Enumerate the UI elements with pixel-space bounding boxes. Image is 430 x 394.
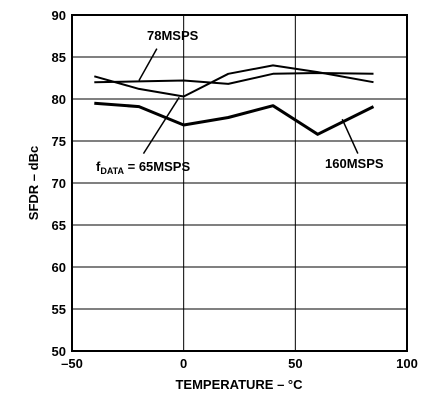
- annotation-leader-65msps: [142, 96, 180, 155]
- x-tick-label: 0: [180, 356, 187, 371]
- annotation-65msps-rest: = 65MSPS: [124, 159, 190, 174]
- annotation-160msps: 160MSPS: [325, 156, 384, 171]
- y-tick-label: 65: [52, 218, 66, 233]
- plot-frame: [71, 14, 408, 352]
- series-line-3: [94, 101, 375, 136]
- y-tick-label: 50: [52, 344, 66, 359]
- x-tick-label: 100: [396, 356, 418, 371]
- x-tick-labels: –50 0 50 100: [61, 356, 418, 371]
- y-axis-title: SFDR – dBc: [26, 146, 41, 220]
- y-tick-label: 70: [52, 176, 66, 191]
- data-series: [94, 64, 375, 136]
- annotation-leader-160msps: [341, 118, 359, 154]
- y-tick-labels: 50 55 60 65 70 75 80 85 90: [52, 8, 66, 359]
- y-tick-label: 55: [52, 302, 66, 317]
- annotation-65msps-subscript: DATA: [100, 166, 124, 176]
- y-tick-label: 75: [52, 134, 66, 149]
- annotation-leader-78msps: [138, 48, 158, 81]
- x-axis-title: TEMPERATURE – °C: [175, 377, 303, 392]
- annotation-78msps: 78MSPS: [147, 28, 199, 43]
- annotation-65msps-f: f: [96, 159, 101, 174]
- annotations: 78MSPS fDATA = 65MSPS 160MSPS: [96, 28, 384, 176]
- y-tick-label: 60: [52, 260, 66, 275]
- y-tick-label: 90: [52, 8, 66, 23]
- grid-lines: [71, 14, 408, 352]
- annotation-65msps: fDATA = 65MSPS: [96, 159, 190, 176]
- y-tick-label: 80: [52, 92, 66, 107]
- x-tick-label: –50: [61, 356, 83, 371]
- x-tick-label: 50: [288, 356, 302, 371]
- y-tick-label: 85: [52, 50, 66, 65]
- series-line-2: [94, 72, 374, 85]
